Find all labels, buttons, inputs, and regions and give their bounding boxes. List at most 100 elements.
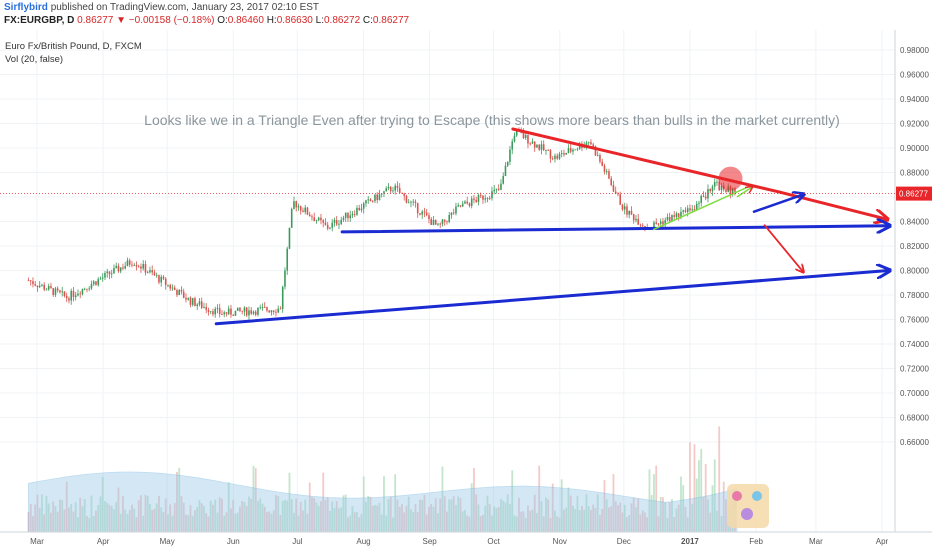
candle-body bbox=[72, 290, 75, 298]
candle-body bbox=[464, 201, 466, 204]
volume-bar bbox=[657, 516, 660, 532]
candle-body bbox=[306, 207, 309, 215]
volume-bar bbox=[351, 506, 354, 532]
price-tick-label: 0.74000 bbox=[900, 340, 929, 349]
candle-body bbox=[655, 222, 658, 224]
volume-bar bbox=[644, 512, 646, 532]
volume-bar bbox=[252, 465, 255, 532]
candle-body bbox=[704, 196, 707, 199]
volume-bar bbox=[97, 505, 100, 532]
price-chart[interactable]: Euro Fx/British Pound, D, FXCM Vol (20, … bbox=[0, 30, 932, 550]
candle-body bbox=[662, 221, 664, 225]
time-axis[interactable]: Mar Apr May Jun Jul Aug Sep Oct Nov Dec 2017 Feb Mar… bbox=[30, 537, 888, 546]
time-tick-label: 2017 bbox=[681, 537, 699, 546]
candle-body bbox=[682, 210, 685, 212]
candle-body bbox=[122, 267, 124, 269]
volume-bar bbox=[225, 512, 228, 532]
candle-body bbox=[279, 308, 282, 310]
volume-bar bbox=[47, 503, 50, 532]
candle-body bbox=[68, 298, 70, 301]
volume-bar bbox=[641, 510, 644, 532]
volume-bar bbox=[362, 476, 365, 532]
candle-body bbox=[41, 284, 43, 286]
price-tick-label: 0.70000 bbox=[900, 389, 929, 398]
candle-body bbox=[155, 275, 158, 277]
volume-bar bbox=[79, 497, 82, 532]
candle-body bbox=[293, 201, 295, 209]
volume-bar bbox=[428, 506, 430, 532]
volume-bar bbox=[144, 494, 147, 532]
candle-body bbox=[668, 217, 671, 222]
volume-bar bbox=[711, 485, 714, 532]
candle-body bbox=[513, 135, 516, 142]
time-tick-label: Jun bbox=[227, 537, 240, 546]
volume-bar bbox=[518, 498, 520, 532]
projection-down-line bbox=[763, 224, 803, 272]
volume-bar bbox=[556, 516, 559, 532]
volume-bar bbox=[90, 495, 93, 532]
candle-body bbox=[248, 310, 250, 316]
candle-body bbox=[639, 224, 642, 226]
volume-bar bbox=[509, 504, 511, 532]
candle-body bbox=[50, 286, 52, 289]
candle-body bbox=[187, 297, 190, 300]
candle-body bbox=[509, 149, 511, 162]
candle-body bbox=[617, 193, 619, 195]
volume-bar bbox=[671, 499, 673, 532]
candle-body bbox=[470, 198, 473, 206]
volume-bar bbox=[106, 502, 109, 532]
volume-bar bbox=[137, 500, 140, 532]
candle-body bbox=[250, 310, 253, 314]
volume-bar bbox=[592, 504, 595, 532]
candle-body bbox=[52, 288, 55, 295]
candle-body bbox=[365, 200, 367, 204]
candle-body bbox=[720, 185, 723, 191]
drawings bbox=[214, 127, 888, 326]
volume-bar bbox=[288, 472, 291, 532]
candle-body bbox=[236, 307, 239, 311]
volume-bar bbox=[497, 507, 500, 532]
time-tick-label: Sep bbox=[423, 537, 438, 546]
volume-bar bbox=[513, 515, 516, 532]
candle-body bbox=[140, 266, 142, 269]
candle-body bbox=[54, 288, 57, 295]
candle-body bbox=[477, 194, 480, 202]
volume-bar bbox=[185, 514, 187, 532]
candle-body bbox=[304, 207, 307, 212]
volume-bar bbox=[653, 474, 655, 532]
candle-body bbox=[461, 203, 464, 207]
candle-body bbox=[522, 132, 525, 139]
candle-body bbox=[344, 212, 347, 218]
candle-body bbox=[32, 281, 34, 285]
volume-bar bbox=[698, 460, 700, 532]
candle-body bbox=[164, 278, 167, 285]
candle-body bbox=[410, 201, 412, 203]
author-link[interactable]: Sirflybird bbox=[4, 2, 48, 13]
volume-bar bbox=[326, 497, 329, 532]
candle-body bbox=[459, 205, 462, 207]
volume-bar bbox=[117, 487, 120, 532]
volume-bar bbox=[484, 506, 487, 532]
price-tick-label: 0.84000 bbox=[900, 218, 929, 227]
candle-body bbox=[302, 210, 304, 212]
candle-body bbox=[500, 183, 502, 190]
candle-body bbox=[124, 265, 127, 269]
candle-body bbox=[353, 213, 356, 215]
candle-body bbox=[335, 220, 338, 225]
volume-bar bbox=[493, 506, 496, 532]
candle-body bbox=[493, 189, 496, 192]
candle-body bbox=[484, 198, 487, 200]
volume-bar bbox=[92, 516, 95, 532]
volume-bar bbox=[646, 517, 649, 532]
candle-body bbox=[511, 141, 514, 150]
volume-bar bbox=[158, 495, 160, 532]
volume-bar bbox=[153, 508, 156, 532]
candle-body bbox=[227, 308, 230, 314]
volume-bar bbox=[266, 511, 268, 532]
volume-bar bbox=[272, 510, 275, 532]
candle-body bbox=[254, 311, 257, 315]
volume-bar bbox=[151, 509, 154, 532]
volume-bar bbox=[655, 465, 658, 532]
volume-bar bbox=[380, 514, 383, 532]
candle-body bbox=[378, 194, 381, 201]
